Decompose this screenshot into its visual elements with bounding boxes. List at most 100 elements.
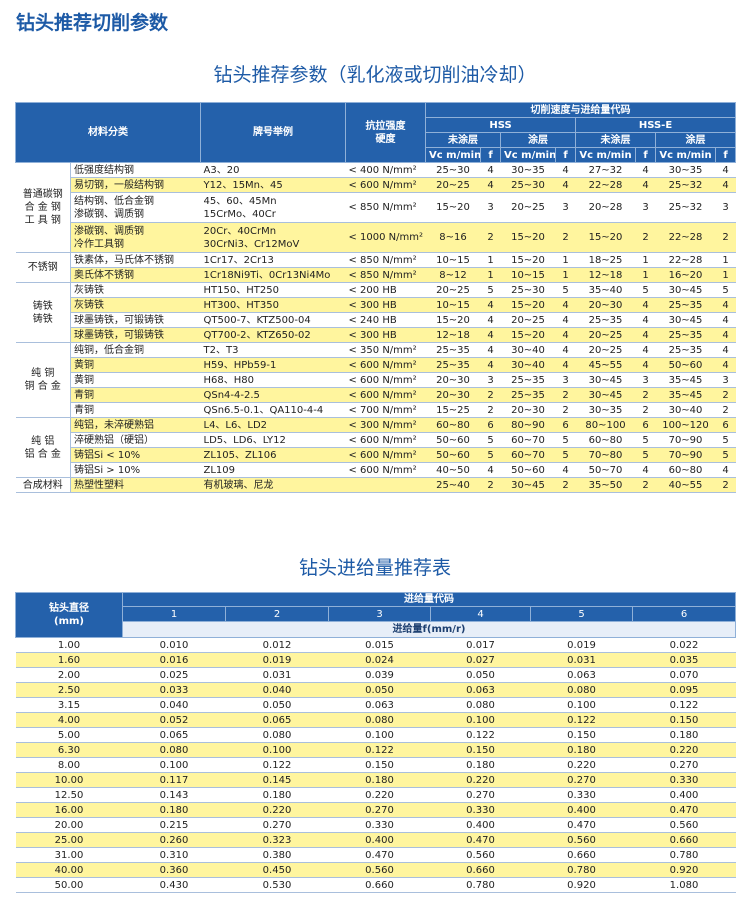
text-line: 青铜	[74, 389, 94, 401]
text-line: Y12、15Mn、45	[203, 179, 283, 191]
table-row: 普通碳钢合 金 钢工 具 钢低强度结构钢 A3、20 < 400 N/mm² 25~3…	[15, 162, 736, 253]
value-cell: 2	[635, 402, 656, 418]
value-cell: 4	[555, 162, 576, 178]
value-cell: 2	[480, 222, 501, 253]
value-cell: 0.560	[328, 862, 431, 878]
value-cell: 0.215	[122, 817, 226, 833]
strength-cell: < 600 N/mm²	[345, 432, 426, 448]
value-cell: 2	[555, 222, 576, 253]
value-cell: 1	[480, 267, 501, 283]
text-line: 奥氏体不锈钢	[74, 269, 134, 281]
value-cell: 0.150	[530, 727, 633, 743]
grade-cell: ZL105、ZL106	[200, 447, 346, 463]
value-cell: 0.180	[225, 787, 329, 803]
value-cell: 3	[715, 372, 736, 388]
text-line: 有机玻璃、尼龙	[203, 479, 274, 491]
value-cell: 0.027	[430, 652, 531, 668]
value-cell: 60~80	[425, 417, 481, 433]
value-cell: 0.560	[530, 832, 633, 848]
header-cell: 未涂层	[425, 132, 501, 148]
table-row: 25.00 0.260 0.323 0.400 0.470 0.560 0.660	[15, 832, 736, 848]
table-row: 铸铝Si > 10% ZL109 < 600 N/mm² 40~50 4 50~60 4 50…	[16, 462, 736, 478]
material-cell: 淬硬熟铝（硬铝）	[70, 432, 201, 448]
value-cell: 0.080	[328, 712, 431, 728]
text-line: L4、L6、LD2	[203, 419, 268, 431]
value-cell: 4	[480, 342, 501, 358]
table-row: 6.30 0.080 0.100 0.122 0.150 0.180 0.220	[15, 742, 736, 758]
value-cell: 0.063	[430, 682, 531, 698]
value-cell: 50~60	[500, 462, 556, 478]
material-cell: 纯铝，未淬硬熟铝	[70, 417, 201, 433]
text-line: 淬硬熟铝（硬铝）	[74, 434, 154, 446]
value-cell: 0.220	[632, 742, 736, 758]
text-line: HT150、HT250	[203, 284, 279, 296]
value-cell: 20~30	[425, 372, 481, 388]
diameter-cell: 1.00	[15, 637, 123, 653]
value-cell: 2	[555, 402, 576, 418]
value-cell: 5	[635, 447, 656, 463]
header-row: 材料分类 牌号举例 抗拉强度 硬度 切削速度与进给量代码	[15, 102, 736, 163]
value-cell: 8~12	[425, 267, 481, 283]
value-cell: 0.025	[122, 667, 226, 683]
diameter-cell: 2.00	[15, 667, 123, 683]
value-cell: 0.050	[225, 697, 329, 713]
value-cell: 35~40	[575, 282, 636, 298]
diameter-cell: 6.30	[15, 742, 123, 758]
value-cell: 0.122	[632, 697, 736, 713]
grade-cell: H59、HPb59-1	[200, 357, 346, 373]
value-cell: 0.145	[225, 772, 329, 788]
text-line: 低强度结构钢	[74, 164, 134, 176]
header-cell: 切削速度与进给量代码	[425, 102, 736, 118]
diameter-cell: 40.00	[15, 862, 123, 878]
header-cell: 3	[328, 606, 431, 622]
value-cell: 0.033	[122, 682, 226, 698]
grade-cell: QT700-2、KTZ650-02	[200, 327, 346, 343]
text-line: 30CrNi3、Cr12MoV	[203, 238, 300, 250]
value-cell: 20~25	[575, 342, 636, 358]
value-cell: 45~55	[575, 357, 636, 373]
value-cell: 5	[555, 447, 576, 463]
text-line: 工 具 钢	[24, 215, 61, 226]
value-cell: 80~90	[500, 417, 556, 433]
text-line: 球墨铸铁，可锻铸铁	[74, 329, 164, 341]
text-line: 1Cr18Ni9Ti、0Cr13Ni4Mo	[203, 269, 331, 281]
value-cell: 30~45	[500, 477, 556, 493]
text-line: 铝 合 金	[24, 448, 61, 460]
value-cell: 30~45	[655, 282, 716, 298]
text-line: 冷作工具钢	[74, 238, 124, 250]
text-line: 纯 铜	[31, 368, 55, 379]
header-cell: 钻头直径 (mm)	[15, 592, 123, 638]
value-cell: 0.052	[122, 712, 226, 728]
text-line: QT700-2、KTZ650-02	[203, 329, 311, 341]
table-row: 不锈钢 铁素体，马氏体不锈钢 1Cr17、2Cr13 < 850 N/mm² 10~15…	[15, 252, 736, 283]
value-cell: 35~45	[655, 387, 716, 403]
text-line: 铸铁	[32, 300, 53, 312]
diameter-cell: 16.00	[15, 802, 123, 818]
strength-cell: < 1000 N/mm²	[345, 222, 426, 253]
text-line: (mm)	[54, 616, 84, 627]
value-cell: 4	[715, 312, 736, 328]
header-cell: 6	[632, 606, 736, 622]
text-line: 20Cr、40CrMn	[203, 225, 277, 237]
header-cell: f	[715, 147, 736, 163]
value-cell: 25~32	[655, 192, 716, 223]
value-cell: 5	[715, 282, 736, 298]
text-line: 结构钢、低合金钢	[74, 195, 154, 207]
value-cell: 25~35	[655, 342, 716, 358]
value-cell: 40~55	[655, 477, 716, 493]
header-row: 钻头直径 (mm) 进给量代码	[15, 592, 736, 638]
diameter-cell: 10.00	[15, 772, 123, 788]
text-line: 纯铜，低合金铜	[74, 344, 144, 356]
value-cell: 1.080	[632, 877, 736, 893]
value-cell: 22~28	[655, 222, 716, 253]
header-row: 进给量f(mm/r)	[16, 621, 736, 638]
value-cell: 0.050	[430, 667, 531, 683]
text-line: LD5、LD6、LY12	[203, 434, 286, 446]
text-line: QT500-7、KTZ500-04	[203, 314, 311, 326]
value-cell: 0.260	[122, 832, 226, 848]
text-line: 钻头直径	[49, 603, 89, 614]
value-cell: 30~35	[575, 402, 636, 418]
value-cell: 0.330	[632, 772, 736, 788]
text-line: 灰铸铁	[74, 299, 104, 311]
